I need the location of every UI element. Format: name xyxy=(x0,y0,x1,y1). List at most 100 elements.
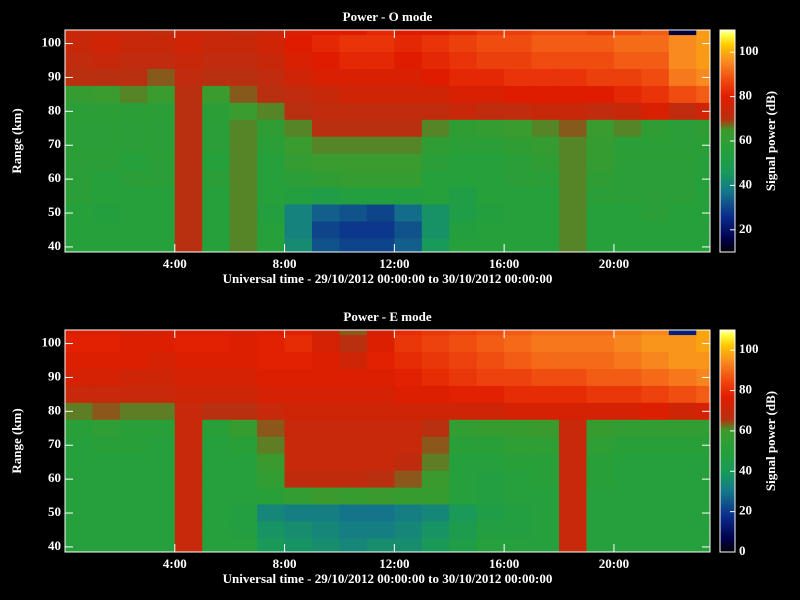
colorbar-segment xyxy=(720,90,735,94)
colorbar-segment xyxy=(720,145,735,148)
heatmap-cell xyxy=(476,538,505,553)
heatmap-cell xyxy=(147,170,176,189)
heatmap-cell xyxy=(92,52,121,70)
heatmap-cell xyxy=(449,538,478,553)
heatmap-cell xyxy=(504,35,532,53)
heatmap-cell xyxy=(394,521,423,539)
colorbar-segment xyxy=(720,58,735,61)
heatmap-cell xyxy=(641,470,670,489)
heatmap-cell xyxy=(174,102,203,121)
heatmap-cell xyxy=(613,385,642,404)
heatmap-cell xyxy=(641,436,670,455)
heatmap-cell xyxy=(586,538,615,553)
heatmap-cell xyxy=(312,119,340,138)
colorbar-segment xyxy=(720,209,735,213)
heatmap-cell xyxy=(668,85,697,104)
heatmap-cell xyxy=(65,538,93,553)
y-tick-label: 60 xyxy=(48,470,61,485)
heatmap-cell xyxy=(613,238,642,253)
colorbar-segment xyxy=(720,467,735,470)
colorbar-segment xyxy=(720,161,735,164)
heatmap-cell xyxy=(421,504,450,522)
heatmap-cell xyxy=(257,521,285,539)
colorbar-segment xyxy=(720,86,735,90)
heatmap-cell xyxy=(284,487,313,505)
heatmap-cell xyxy=(174,352,203,370)
heatmap-cell xyxy=(449,102,478,121)
heatmap-cell xyxy=(449,30,478,36)
colorbar-segment xyxy=(720,410,735,414)
heatmap-cell xyxy=(641,136,670,155)
colorbar-segment xyxy=(720,70,735,73)
heatmap-cell xyxy=(421,153,450,172)
heatmap-cell xyxy=(257,402,285,421)
colorbar-segment xyxy=(720,48,735,51)
heatmap-cell xyxy=(421,385,450,404)
heatmap-cell xyxy=(366,136,395,155)
heatmap-cell xyxy=(449,136,478,155)
heatmap-cell xyxy=(65,187,93,205)
colorbar-segment xyxy=(720,537,735,541)
heatmap-cell xyxy=(641,238,670,253)
heatmap-cell xyxy=(586,221,615,239)
heatmap-cell xyxy=(202,238,231,253)
colorbar-segment xyxy=(720,441,735,444)
heatmap-cell xyxy=(366,221,395,239)
colorbar-segment xyxy=(720,541,735,545)
heatmap-cell xyxy=(257,470,285,489)
heatmap-cell xyxy=(559,153,587,172)
heatmap-cell xyxy=(476,487,505,505)
heatmap-cell xyxy=(476,436,505,455)
heatmap-cell xyxy=(284,330,313,336)
heatmap-cell xyxy=(257,68,285,87)
heatmap-cell xyxy=(339,402,368,421)
heatmap-cell xyxy=(641,153,670,172)
heatmap-cell xyxy=(92,330,121,336)
heatmap-cell xyxy=(613,30,642,36)
x-tick-label: 16:00 xyxy=(489,556,519,571)
heatmap-cell xyxy=(65,170,93,189)
heatmap-cell xyxy=(504,136,532,155)
heatmap-cell xyxy=(229,68,258,87)
heatmap-cell xyxy=(559,538,587,553)
heatmap-cell xyxy=(92,85,121,104)
heatmap-cell xyxy=(284,470,313,489)
colorbar-segment xyxy=(720,136,735,140)
heatmap-cell xyxy=(147,330,176,336)
heatmap-cell xyxy=(174,204,203,222)
colorbar-segment xyxy=(720,34,735,37)
heatmap-cell xyxy=(174,238,203,253)
heatmap-cell xyxy=(449,487,478,505)
heatmap-cell xyxy=(119,538,148,553)
colorbar-segment xyxy=(720,46,735,49)
heatmap-cell xyxy=(119,153,148,172)
heatmap-cell xyxy=(65,52,93,70)
heatmap-cell xyxy=(531,330,560,336)
heatmap-cell xyxy=(229,352,258,370)
colorbar-segment xyxy=(720,124,735,128)
heatmap-cell xyxy=(449,436,478,455)
colorbar-segment xyxy=(720,167,735,170)
heatmap-cell xyxy=(92,419,121,438)
colorbar-segment xyxy=(720,138,735,142)
colorbar-segment xyxy=(720,80,735,83)
chart-title: Power - O mode xyxy=(343,9,433,24)
heatmap-cell xyxy=(257,419,285,438)
heatmap-cell xyxy=(668,68,697,87)
heatmap-cell xyxy=(202,402,231,421)
heatmap-cell xyxy=(312,136,340,155)
heatmap-cell xyxy=(312,453,340,472)
colorbar-tick-label: 20 xyxy=(739,221,752,236)
colorbar-segment xyxy=(720,521,735,525)
heatmap-cell xyxy=(284,136,313,155)
colorbar-title: Signal power (dB) xyxy=(763,91,778,191)
heatmap-cell xyxy=(312,153,340,172)
colorbar-segment xyxy=(720,201,735,205)
heatmap-cell xyxy=(366,504,395,522)
heatmap-cell xyxy=(476,238,505,253)
heatmap-cell xyxy=(65,436,93,455)
heatmap-cell xyxy=(147,352,176,370)
heatmap-cell xyxy=(65,419,93,438)
heatmap-cell xyxy=(339,102,368,121)
heatmap-cell xyxy=(65,385,93,404)
